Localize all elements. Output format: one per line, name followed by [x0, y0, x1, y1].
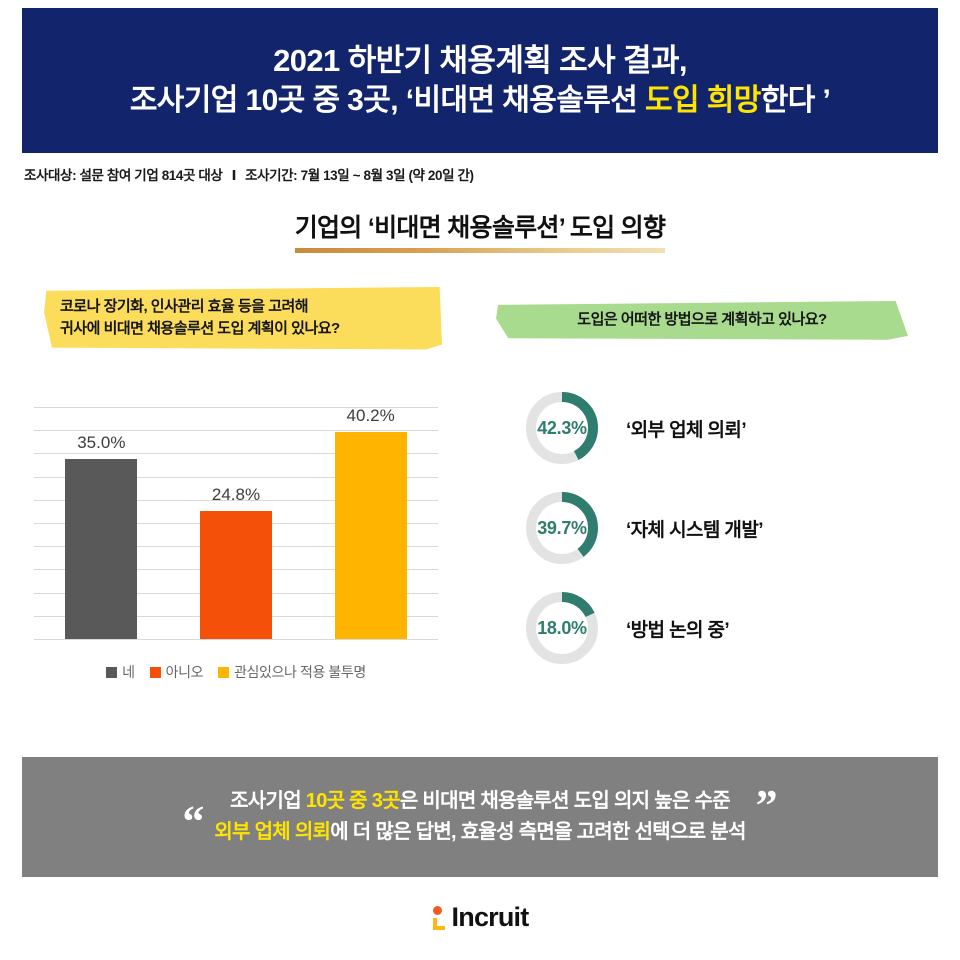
bar-column: 40.2%: [334, 405, 407, 639]
survey-meta: 조사대상: 설문 참여 기업 814곳 대상 Ⅰ 조사기간: 7월 13일 ~ 8월…: [24, 164, 474, 184]
donut-value-label: 18.0%: [537, 617, 587, 638]
survey-target: 조사대상: 설문 참여 기업 814곳 대상: [24, 168, 223, 183]
bar-chart-plot: 35.0% 24.8% 40.2%: [34, 405, 438, 640]
legend-label: 네: [122, 664, 135, 680]
legend-swatch-icon: [106, 666, 118, 678]
bar-chart-bars: 35.0% 24.8% 40.2%: [34, 405, 438, 639]
quote-line2: 외부 업체 의뢰에 더 많은 답변, 효율성 측면을 고려한 선택으로 분석: [214, 817, 746, 848]
bar-value-label: 24.8%: [211, 485, 261, 505]
header-line2-part2: 한다 ’: [760, 84, 831, 118]
section-title-container: 기업의 ‘비대면 채용솔루션’ 도입 의향: [0, 208, 960, 253]
section-title: 기업의 ‘비대면 채용솔루션’ 도입 의향: [294, 208, 666, 253]
donut-chart: 18.0%: [520, 586, 604, 670]
header-line2-part1: 조사기업 10곳 중 3곳, ‘비대면 채용솔루션: [129, 84, 645, 118]
quote-inner: “ 조사기업 10곳 중 3곳은 비대면 채용솔루션 도입 의지 높은 수준 외…: [182, 784, 777, 850]
quote-banner: “ 조사기업 10곳 중 3곳은 비대면 채용솔루션 도입 의지 높은 수준 외…: [22, 757, 938, 877]
gridline: [34, 499, 438, 501]
quote-line1-part1: 조사기업: [230, 790, 306, 812]
donut-value-label: 42.3%: [537, 417, 587, 438]
header-banner: 2021 하반기 채용계획 조사 결과, 조사기업 10곳 중 3곳, ‘비대면…: [22, 8, 938, 153]
donut-row: 18.0% ‘방법 논의 중’: [520, 578, 940, 678]
header-line2-highlight: 도입 희망: [644, 84, 761, 118]
gridline: [34, 407, 438, 408]
quote-line1: 조사기업 10곳 중 3곳은 비대면 채용솔루션 도입 의지 높은 수준: [214, 786, 745, 817]
bar-value-label: 35.0%: [77, 432, 126, 452]
donut-category-label: ‘방법 논의 중’: [626, 619, 730, 641]
logo-dot-icon: [432, 905, 442, 915]
logo-mark-icon: [432, 905, 448, 931]
quote-line2-highlight: 외부 업체 의뢰: [214, 821, 331, 843]
gridline: [34, 639, 438, 640]
left-question-line2: 귀사에 비대면 채용솔루션 도입 계획이 있나요?: [60, 319, 340, 337]
donut-category-label: ‘외부 업체 의뢰’: [626, 419, 747, 441]
bar-chart: 35.0% 24.8% 40.2% 네 아니오 관심있으나 적용 불투명: [34, 382, 438, 698]
legend-item: 네: [106, 662, 135, 682]
quote-line2-part2: 에 더 많은 답변, 효율성 측면을 고려한 선택으로 분석: [330, 821, 746, 843]
right-question-callout: 도입은 어떠한 방법으로 계획하고 있나요?: [496, 301, 908, 340]
gridline: [34, 453, 438, 455]
gridline: [34, 476, 438, 478]
donut-chart: 39.7%: [520, 486, 604, 570]
legend-swatch-icon: [149, 666, 161, 678]
incruit-logo: Incruit: [0, 902, 960, 933]
quote-close-icon: ”: [755, 781, 778, 830]
logo-text: Incruit: [451, 902, 530, 932]
legend-swatch-icon: [218, 666, 230, 678]
quote-text: 조사기업 10곳 중 3곳은 비대면 채용솔루션 도입 의지 높은 수준 외부 …: [214, 786, 746, 848]
header-title-line1: 2021 하반기 채용계획 조사 결과,: [273, 42, 687, 78]
quote-line1-part2: 은 비대면 채용솔루션 도입 의지 높은 수준: [399, 790, 731, 812]
bar: [334, 431, 407, 639]
survey-period: 조사기간: 7월 13일 ~ 8월 3일 (약 20일 간): [245, 168, 474, 183]
donut-chart: 42.3%: [520, 386, 604, 470]
donut-value-label: 39.7%: [537, 517, 587, 538]
bar-chart-legend: 네 아니오 관심있으나 적용 불투명: [34, 662, 438, 682]
bar-column: 24.8%: [200, 407, 272, 639]
meta-separator: Ⅰ: [231, 168, 237, 183]
legend-label: 관심있으나 적용 불투명: [234, 664, 366, 680]
bar-value-label: 40.2%: [346, 405, 395, 425]
legend-label: 아니오: [165, 664, 204, 680]
donut-row: 42.3% ‘외부 업체 의뢰’: [520, 378, 940, 478]
logo-corner-icon: [432, 917, 445, 930]
right-question-text: 도입은 어떠한 방법으로 계획하고 있나요?: [577, 311, 827, 328]
legend-item: 관심있으나 적용 불투명: [218, 662, 366, 682]
bar: [65, 458, 138, 639]
legend-item: 아니오: [149, 662, 204, 682]
gridline: [34, 430, 438, 432]
donut-row: 39.7% ‘자체 시스템 개발’: [520, 478, 940, 578]
left-question-line1: 코로나 장기화, 인사관리 효율 등을 고려해: [60, 298, 309, 315]
header-title-line2: 조사기업 10곳 중 3곳, ‘비대면 채용솔루션 도입 희망한다 ’: [129, 81, 831, 120]
donut-category-label: ‘자체 시스템 개발’: [626, 519, 763, 541]
quote-line1-highlight: 10곳 중 3곳: [305, 790, 401, 812]
bar: [200, 511, 272, 639]
left-question-callout: 코로나 장기화, 인사관리 효율 등을 고려해 귀사에 비대면 채용솔루션 도입…: [44, 287, 442, 350]
bar-column: 35.0%: [65, 407, 138, 639]
donut-chart-list: 42.3% ‘외부 업체 의뢰’ 39.7% ‘자체 시스템 개발’ 18.0% ‘방법 …: [520, 378, 940, 678]
quote-open-icon: “: [182, 797, 205, 846]
